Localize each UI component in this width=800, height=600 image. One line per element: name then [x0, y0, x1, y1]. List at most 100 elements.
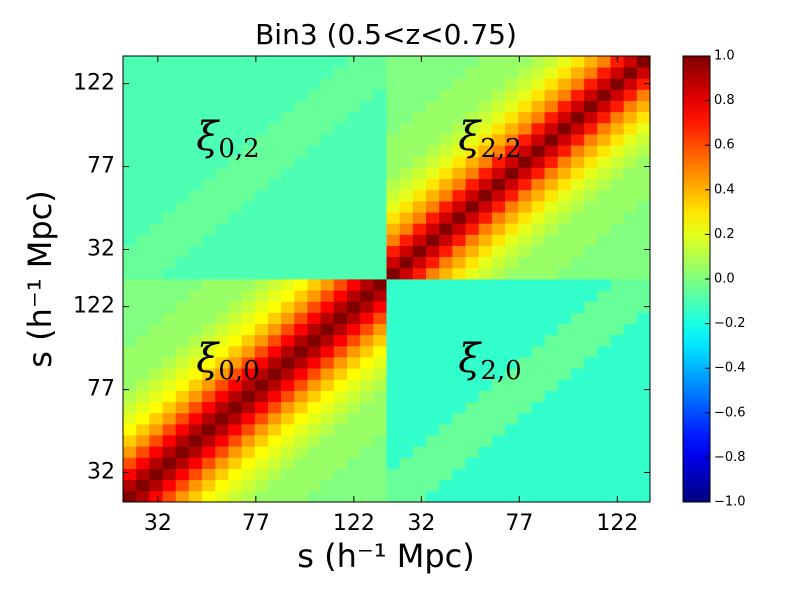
heatmap-cell: [294, 423, 308, 436]
heatmap-cell: [544, 167, 559, 180]
heatmap-cell: [544, 67, 559, 79]
heatmap-cell: [373, 301, 387, 313]
heatmap-cell: [202, 234, 216, 246]
heatmap-cell: [399, 156, 414, 168]
heatmap-cell: [544, 423, 559, 436]
heatmap-cell: [623, 167, 638, 180]
heatmap-cell: [162, 212, 177, 224]
heatmap-cell: [531, 145, 545, 157]
heatmap-cell: [228, 279, 242, 291]
heatmap-cell: [491, 78, 506, 90]
heatmap-cell: [439, 345, 453, 358]
heatmap-cell: [597, 145, 611, 157]
heatmap-cell: [281, 357, 295, 369]
heatmap-cell: [346, 189, 361, 202]
heatmap-cell: [491, 178, 506, 191]
heatmap-cell: [188, 290, 203, 302]
heatmap-cell: [267, 334, 282, 347]
heatmap-cell: [465, 100, 480, 113]
heatmap-cell: [584, 212, 598, 224]
heatmap-cell: [333, 412, 348, 425]
heatmap-cell: [623, 468, 638, 481]
heatmap-cell: [505, 479, 519, 492]
heatmap-cell: [584, 245, 598, 258]
heatmap-cell: [228, 100, 242, 113]
heatmap-cell: [333, 401, 348, 414]
heatmap-cell: [294, 212, 308, 224]
heatmap-cell: [597, 267, 611, 280]
heatmap-cell: [294, 323, 308, 336]
heatmap-cell: [491, 134, 506, 146]
annotation-subscript: 2,0: [480, 356, 521, 386]
y-tick-label: 32: [87, 460, 115, 485]
heatmap-cell: [399, 223, 414, 235]
heatmap-cell: [465, 267, 480, 280]
heatmap-cell: [491, 468, 506, 481]
heatmap-cell: [346, 100, 361, 113]
heatmap-cell: [123, 122, 137, 135]
heatmap-cell: [544, 145, 559, 157]
heatmap-cell: [307, 457, 322, 469]
heatmap-cell: [636, 167, 651, 180]
heatmap-cell: [399, 267, 414, 280]
heatmap-cell: [518, 145, 532, 157]
heatmap-cell: [215, 401, 229, 414]
heatmap-cell: [597, 357, 611, 369]
heatmap-cell: [136, 200, 150, 213]
heatmap-cell: [320, 167, 335, 180]
heatmap-cell: [254, 212, 269, 224]
heatmap-cell: [136, 390, 150, 403]
heatmap-cell: [202, 111, 216, 124]
heatmap-cell: [215, 78, 229, 90]
heatmap-cell: [136, 145, 150, 157]
heatmap-cell: [478, 156, 493, 168]
heatmap-cell: [531, 368, 545, 380]
heatmap-cell: [623, 479, 638, 492]
heatmap-cell: [505, 323, 519, 336]
heatmap-cell: [267, 312, 282, 324]
heatmap-cell: [294, 134, 308, 146]
heatmap-cell: [505, 256, 519, 269]
heatmap-cell: [478, 435, 493, 447]
heatmap-cell: [452, 223, 466, 235]
heatmap-cell: [623, 301, 638, 313]
heatmap-cell: [544, 122, 559, 135]
heatmap-cell: [360, 189, 374, 202]
heatmap-cell: [267, 468, 282, 481]
heatmap-cell: [465, 156, 480, 168]
heatmap-cell: [531, 357, 545, 369]
heatmap-cell: [320, 178, 335, 191]
heatmap-cell: [373, 167, 387, 180]
heatmap-cell: [505, 245, 519, 258]
heatmap-cell: [175, 312, 190, 324]
heatmap-cell: [399, 312, 414, 324]
heatmap-cell: [426, 245, 440, 258]
heatmap-cell: [518, 234, 532, 246]
heatmap-cell: [597, 446, 611, 458]
heatmap-cell: [505, 423, 519, 436]
heatmap-cell: [531, 122, 545, 135]
heatmap-cell: [518, 100, 532, 113]
heatmap-cell: [505, 89, 519, 101]
heatmap-cell: [570, 145, 585, 157]
heatmap-cell: [215, 457, 229, 469]
heatmap-cell: [333, 178, 348, 191]
heatmap-cell: [267, 479, 282, 492]
heatmap-cell: [254, 279, 269, 291]
heatmap-cell: [202, 323, 216, 336]
heatmap-cell: [360, 490, 374, 503]
heatmap-cell: [136, 290, 150, 302]
heatmap-cell: [373, 401, 387, 414]
heatmap-cell: [584, 156, 598, 168]
heatmap-cell: [386, 78, 401, 90]
heatmap-cell: [478, 200, 493, 213]
heatmap-cell: [281, 156, 295, 168]
heatmap-cell: [623, 379, 638, 391]
heatmap-cell: [360, 145, 374, 157]
heatmap-cell: [452, 78, 466, 90]
heatmap-cell: [491, 89, 506, 101]
heatmap-cell: [505, 156, 519, 168]
heatmap-cell: [531, 423, 545, 436]
heatmap-cell: [373, 234, 387, 246]
heatmap-cell: [307, 122, 322, 135]
